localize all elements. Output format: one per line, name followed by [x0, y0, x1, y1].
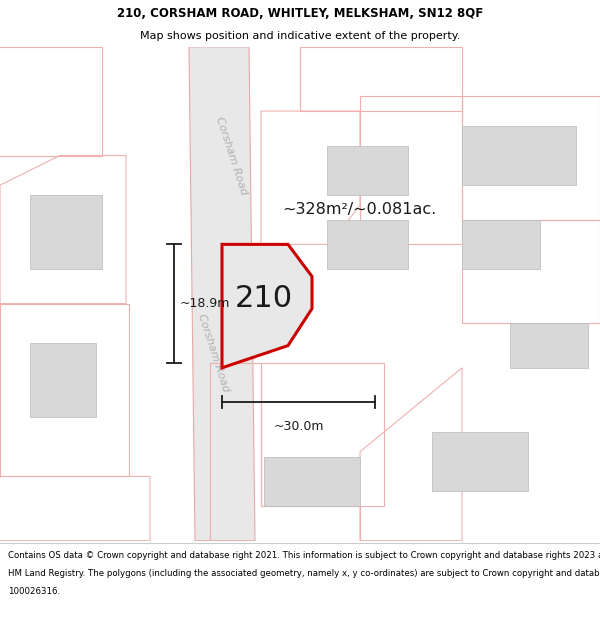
Polygon shape	[30, 195, 102, 269]
Text: 100026316.: 100026316.	[8, 587, 60, 596]
Polygon shape	[462, 126, 576, 185]
Polygon shape	[432, 432, 528, 491]
Text: Map shows position and indicative extent of the property.: Map shows position and indicative extent…	[140, 31, 460, 41]
Text: Corsham Road: Corsham Road	[214, 115, 248, 196]
Polygon shape	[510, 323, 588, 368]
Text: HM Land Registry. The polygons (including the associated geometry, namely x, y c: HM Land Registry. The polygons (includin…	[8, 569, 600, 578]
Text: 210, CORSHAM ROAD, WHITLEY, MELKSHAM, SN12 8QF: 210, CORSHAM ROAD, WHITLEY, MELKSHAM, SN…	[117, 7, 483, 19]
Polygon shape	[264, 457, 360, 506]
Text: ~328m²/~0.081ac.: ~328m²/~0.081ac.	[282, 202, 436, 217]
Text: 210: 210	[235, 284, 293, 313]
Polygon shape	[30, 343, 96, 418]
Polygon shape	[222, 244, 312, 368]
Text: ~18.9m: ~18.9m	[180, 297, 230, 310]
Polygon shape	[327, 219, 408, 269]
Text: ~30.0m: ~30.0m	[273, 419, 324, 432]
Text: Corsham Road: Corsham Road	[196, 312, 230, 393]
Polygon shape	[327, 146, 408, 195]
Polygon shape	[462, 219, 540, 269]
Text: Contains OS data © Crown copyright and database right 2021. This information is : Contains OS data © Crown copyright and d…	[8, 551, 600, 560]
Polygon shape	[189, 47, 255, 541]
